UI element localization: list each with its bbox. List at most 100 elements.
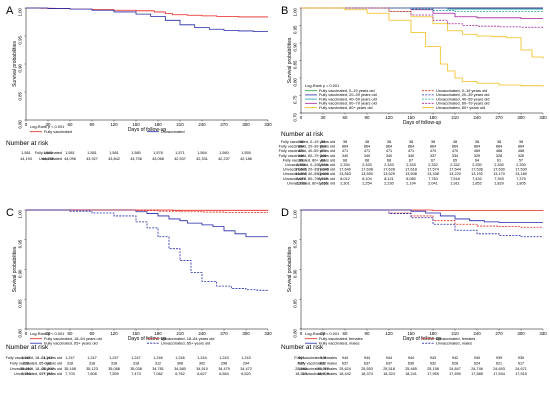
y-tick-label: 0.95 — [293, 239, 298, 248]
risk-value: 38 — [299, 140, 303, 144]
x-tick-label: 300 — [517, 115, 525, 120]
risk-value: 17,959 — [427, 372, 439, 376]
risk-value: 13,192 — [471, 172, 483, 176]
x-tick-label: 120 — [110, 331, 118, 336]
risk-value: 42,537 — [174, 157, 186, 161]
risk-value: 38 — [519, 140, 523, 144]
x-tick-label: 300 — [242, 331, 250, 336]
risk-value: 25,680 — [295, 367, 307, 371]
panel-b: B 0.70 0.75 0.80 0.85 0.90 0.95 1.00 0 30 60 90 120 1… — [275, 0, 550, 202]
y-tick-label: 0.80 — [293, 328, 298, 337]
risk-value: 44,096 — [64, 157, 76, 161]
risk-value: 24,746 — [471, 367, 483, 371]
risk-value: 44,193 — [20, 157, 32, 161]
series-line-fully-vaccinated — [26, 7, 268, 18]
risk-value: 8,121 — [384, 177, 394, 181]
x-tick-label: 240 — [473, 331, 481, 336]
risk-value: 38 — [409, 140, 413, 144]
risk-value: 17,530 — [515, 168, 527, 172]
risk-value: 1,243 — [241, 356, 251, 360]
risk-value: 38 — [387, 140, 391, 144]
y-tick-label: 0.80 — [18, 119, 23, 128]
series-line-fully-vaccinated-80-years-old — [301, 7, 544, 59]
risk-value: 44,785 — [42, 157, 54, 161]
risk-value: 1,805 — [516, 181, 526, 185]
risk-value: 25,553 — [361, 367, 373, 371]
risk-row-label: Unvaccinated, 65+ years old — [14, 372, 62, 376]
risk-value: 35,212 — [20, 367, 32, 371]
risk-value: 326 — [518, 154, 524, 158]
risk-value: 1,247 — [65, 356, 75, 360]
risk-value: 13,529 — [383, 172, 395, 176]
risk-value: 1,560 — [219, 151, 229, 155]
risk-value: 318 — [45, 361, 51, 365]
risk-value: 864 — [320, 145, 326, 149]
risk-value: 43,842 — [108, 157, 120, 161]
risk-value: 7,473 — [131, 372, 141, 376]
legend-label: Unvaccinated, 65+ years old — [161, 341, 210, 346]
risk-row-label: Unvaccinated, females — [299, 367, 338, 371]
risk-value: 17,640 — [317, 168, 329, 172]
risk-value: 24,671 — [515, 367, 527, 371]
x-tick-label: 180 — [154, 331, 162, 336]
panel-letter: A — [6, 5, 14, 17]
x-tick-label: 270 — [495, 331, 503, 336]
x-tick-label: 60 — [343, 115, 348, 120]
risk-value: 2,336 — [318, 181, 328, 185]
risk-value: 24,847 — [449, 367, 461, 371]
risk-value: 864 — [474, 145, 480, 149]
series-line-unvaccinated-females — [301, 209, 543, 228]
series-line-unvaccinated — [26, 7, 268, 32]
risk-value: 308 — [177, 361, 183, 365]
risk-value: 1,243 — [219, 356, 229, 360]
panel-a: A 0.80 0.85 0.90 0.95 1.00 0 30 60 90 120 150 180 210… — [0, 0, 275, 202]
risk-value: 2,041 — [428, 181, 438, 185]
y-axis-label: Survival probabilities — [287, 246, 293, 292]
legend-label: Fully vaccinated, 18–64 years old — [44, 336, 102, 341]
risk-value: 1,246 — [153, 356, 163, 360]
risk-value: 1,564 — [197, 151, 207, 155]
x-tick-label: 270 — [220, 122, 228, 127]
risk-value: 13,170 — [493, 172, 505, 176]
risk-value: 34,781 — [152, 367, 164, 371]
risk-value: 471 — [298, 149, 304, 153]
risk-value: 35,038 — [130, 367, 142, 371]
risk-row-label: Fully vaccinated, 80+ years old — [283, 158, 335, 162]
risk-value: 13,563 — [339, 172, 351, 176]
x-tick-label: 30 — [46, 122, 51, 127]
risk-value: 864 — [518, 145, 524, 149]
panel-c: C 0.80 0.85 0.90 0.95 1.00 0 30 60 90 120 150 180 210… — [0, 202, 275, 404]
risk-value: 1,244 — [197, 356, 207, 360]
risk-table-title: Number at risk — [6, 140, 49, 147]
x-tick-label: 180 — [154, 122, 162, 127]
risk-value: 18,324 — [383, 372, 395, 376]
risk-value: 617 — [518, 361, 524, 365]
y-tick-label: 1.00 — [18, 7, 23, 16]
risk-value: 340 — [320, 154, 326, 158]
risk-value: 636 — [408, 361, 414, 365]
x-tick-label: 60 — [68, 122, 73, 127]
risk-value: 13,550 — [361, 172, 373, 176]
x-tick-label: 60 — [343, 331, 348, 336]
x-tick-label: 210 — [451, 331, 459, 336]
risk-value: 35,207 — [42, 367, 54, 371]
risk-value: 25,465 — [405, 367, 417, 371]
risk-value: 8,104 — [362, 177, 372, 181]
legend-label: Fully vaccinated, 65+ years old — [44, 341, 98, 346]
risk-value: 35,088 — [108, 367, 120, 371]
risk-value: 7,082 — [153, 372, 163, 376]
risk-value: 68 — [387, 158, 391, 162]
risk-value: 318 — [133, 361, 139, 365]
risk-value: 312 — [155, 361, 161, 365]
risk-value: 637 — [342, 361, 348, 365]
risk-value: 864 — [298, 145, 304, 149]
risk-value: 7,393 — [494, 177, 504, 181]
x-tick-label: 330 — [264, 331, 272, 336]
risk-value: 17,536 — [471, 168, 483, 172]
legend-label: Fully vaccinated, 60–79 years old — [319, 101, 377, 106]
y-tick-label: 0.95 — [18, 35, 23, 44]
risk-value: 864 — [430, 145, 436, 149]
risk-value: 38 — [321, 140, 325, 144]
